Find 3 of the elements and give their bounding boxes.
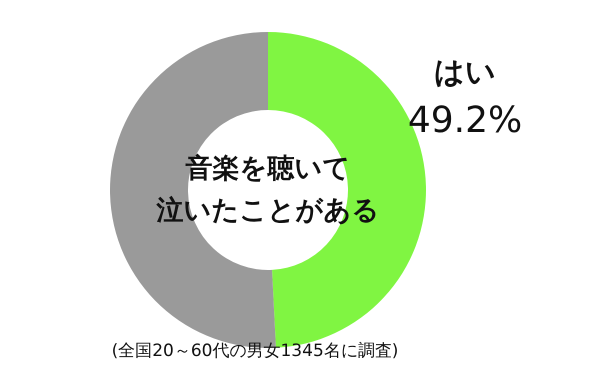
text: (全国20～60代の男女1345名に調査)	[112, 341, 398, 361]
slice-label: はい	[434, 55, 496, 90]
data-label: 49.2%	[408, 100, 522, 141]
